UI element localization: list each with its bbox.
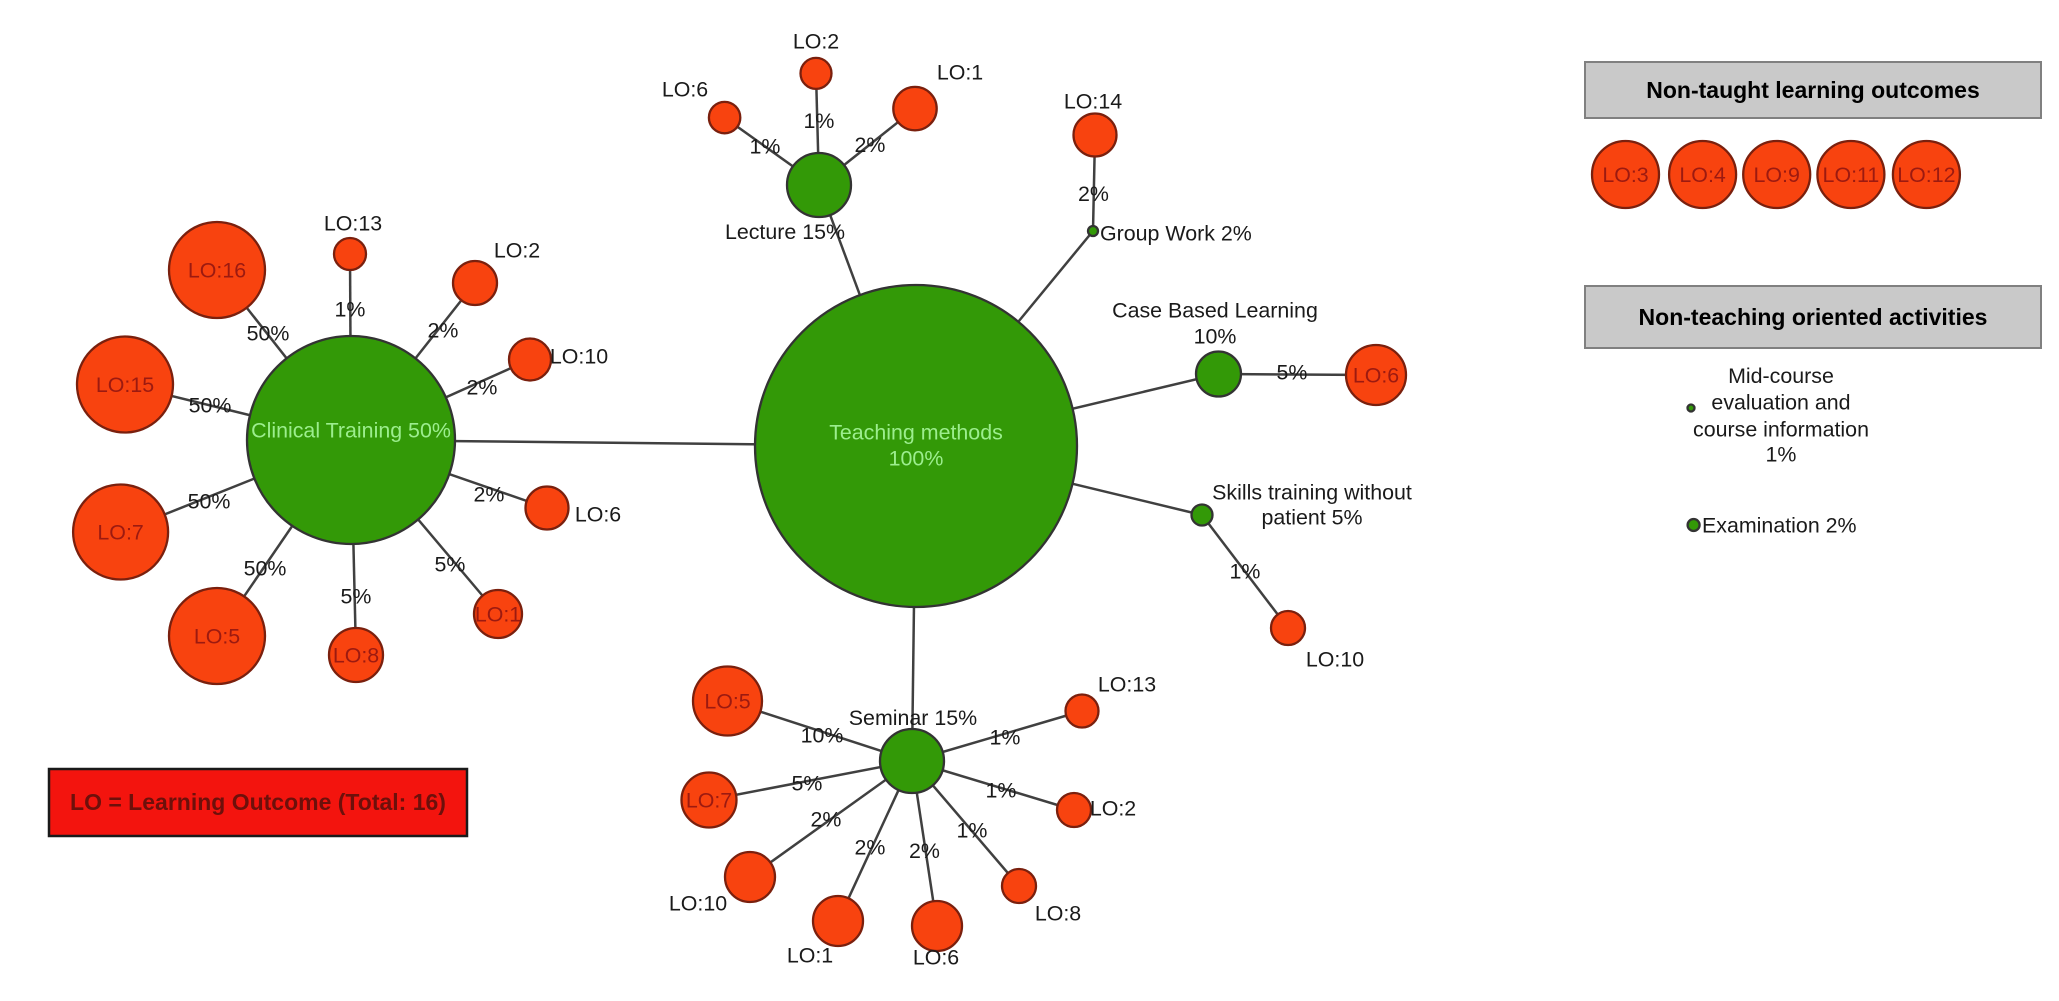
svg-text:Mid-course: Mid-course <box>1728 364 1834 388</box>
svg-text:2%: 2% <box>467 376 498 400</box>
svg-text:LO:2: LO:2 <box>793 30 839 54</box>
svg-text:LO:6: LO:6 <box>575 503 621 527</box>
svg-text:LO:15: LO:15 <box>96 373 154 397</box>
svg-text:50%: 50% <box>247 322 290 346</box>
svg-text:LO:4: LO:4 <box>1679 163 1725 187</box>
svg-text:LO:12: LO:12 <box>1897 163 1955 187</box>
svg-text:50%: 50% <box>244 557 287 581</box>
svg-text:Non-taught learning outcomes: Non-taught learning outcomes <box>1646 77 1980 103</box>
svg-text:2%: 2% <box>428 319 459 343</box>
svg-text:Examination 2%: Examination 2% <box>1702 514 1857 538</box>
svg-text:LO = Learning Outcome (Total:: LO = Learning Outcome (Total: 16) <box>70 789 446 815</box>
svg-text:Teaching methods: Teaching methods <box>829 421 1003 445</box>
svg-text:LO:1: LO:1 <box>937 61 983 85</box>
svg-text:LO:16: LO:16 <box>188 259 246 283</box>
svg-text:1%: 1% <box>957 819 988 843</box>
svg-text:2%: 2% <box>1078 182 1109 206</box>
svg-text:5%: 5% <box>435 553 466 577</box>
svg-text:LO:5: LO:5 <box>704 690 750 714</box>
svg-text:LO:6: LO:6 <box>1353 364 1399 388</box>
svg-text:LO:10: LO:10 <box>550 345 608 369</box>
svg-text:Lecture 15%: Lecture 15% <box>725 220 845 244</box>
svg-text:LO:6: LO:6 <box>662 78 708 102</box>
svg-text:5%: 5% <box>1277 361 1308 385</box>
svg-text:LO:2: LO:2 <box>1090 797 1136 821</box>
svg-text:LO:14: LO:14 <box>1064 90 1122 114</box>
svg-text:1%: 1% <box>1766 443 1797 467</box>
svg-text:5%: 5% <box>341 585 372 609</box>
svg-text:LO:13: LO:13 <box>324 212 382 236</box>
svg-text:50%: 50% <box>189 394 232 418</box>
svg-text:1%: 1% <box>750 135 781 159</box>
svg-text:50%: 50% <box>188 490 231 514</box>
svg-text:2%: 2% <box>855 133 886 157</box>
svg-text:LO:7: LO:7 <box>686 789 732 813</box>
svg-text:Seminar 15%: Seminar 15% <box>849 706 977 730</box>
svg-text:evaluation and: evaluation and <box>1711 391 1850 415</box>
svg-text:LO:8: LO:8 <box>1035 902 1081 926</box>
svg-text:1%: 1% <box>990 726 1021 750</box>
svg-text:2%: 2% <box>811 808 842 832</box>
svg-text:LO:6: LO:6 <box>913 946 959 970</box>
svg-text:1%: 1% <box>1230 560 1261 584</box>
svg-text:LO:2: LO:2 <box>494 239 540 263</box>
svg-text:Case Based Learning: Case Based Learning <box>1112 299 1318 323</box>
svg-text:2%: 2% <box>474 483 505 507</box>
svg-text:10%: 10% <box>1194 325 1237 349</box>
svg-text:Clinical Training 50%: Clinical Training 50% <box>251 419 451 443</box>
svg-text:LO:1: LO:1 <box>787 944 833 968</box>
svg-text:course information: course information <box>1693 417 1869 441</box>
svg-text:LO:1: LO:1 <box>475 603 521 627</box>
svg-text:Group Work 2%: Group Work 2% <box>1100 222 1252 246</box>
svg-text:LO:3: LO:3 <box>1602 163 1648 187</box>
svg-text:LO:11: LO:11 <box>1823 163 1880 187</box>
svg-text:LO:9: LO:9 <box>1754 163 1800 187</box>
svg-text:patient 5%: patient 5% <box>1261 506 1362 530</box>
svg-text:LO:7: LO:7 <box>97 521 143 545</box>
svg-text:Skills training without: Skills training without <box>1212 481 1412 505</box>
svg-text:2%: 2% <box>855 836 886 860</box>
svg-text:LO:5: LO:5 <box>194 625 240 649</box>
svg-text:LO:8: LO:8 <box>333 644 379 668</box>
svg-text:LO:13: LO:13 <box>1098 673 1156 697</box>
svg-text:100%: 100% <box>889 447 944 471</box>
svg-text:10%: 10% <box>801 724 844 748</box>
svg-text:2%: 2% <box>909 839 940 863</box>
svg-text:5%: 5% <box>792 772 823 796</box>
svg-text:LO:10: LO:10 <box>1306 648 1364 672</box>
svg-text:1%: 1% <box>804 109 835 133</box>
svg-text:Non-teaching oriented activiti: Non-teaching oriented activities <box>1639 304 1988 330</box>
svg-text:1%: 1% <box>986 779 1017 803</box>
svg-text:LO:10: LO:10 <box>669 892 727 916</box>
svg-text:1%: 1% <box>335 298 366 322</box>
